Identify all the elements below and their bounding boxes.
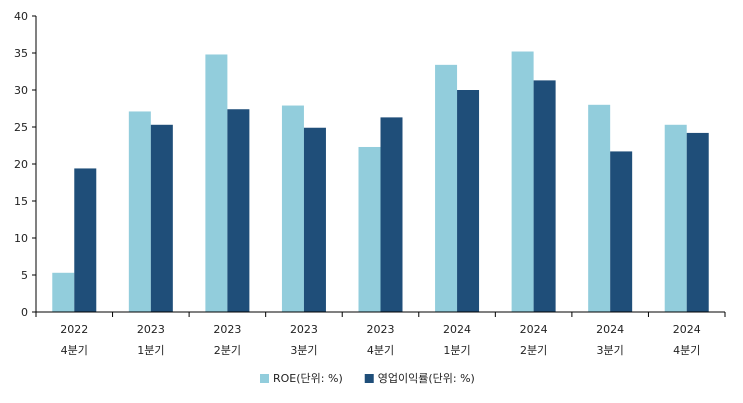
bar-roe-4 (358, 146, 381, 312)
y-tick-label: 35 (14, 47, 28, 60)
bar-roe-6 (511, 51, 534, 313)
x-tick-label-year: 2023 (367, 323, 395, 336)
bar-roe-3 (281, 105, 304, 312)
x-tick-label-quarter: 1분기 (443, 344, 470, 357)
x-tick-label-quarter: 4분기 (61, 344, 88, 357)
bar-operating-margin-7 (610, 151, 633, 312)
x-tick-label-year: 2024 (443, 323, 471, 336)
y-tick-label: 15 (14, 195, 28, 208)
bar-operating-margin-4 (380, 117, 403, 312)
y-axis: 0 5 10 15 20 25 30 35 40 (14, 10, 37, 319)
bar-roe-0 (52, 272, 75, 312)
x-tick-label-year: 2024 (673, 323, 701, 336)
y-tick-label: 25 (14, 121, 28, 134)
x-tick-label-quarter: 3분기 (597, 344, 624, 357)
y-tick-label: 40 (14, 10, 28, 23)
legend: ROE(단위: %) 영업이익률(단위: %) (260, 372, 475, 385)
x-tick-label-quarter: 1분기 (137, 344, 164, 357)
x-axis: 2022 4분기 2023 1분기 2023 2분기 2023 3분기 2023 4분기 2024 1… (35, 311, 726, 357)
x-tick-label-year: 2023 (137, 323, 165, 336)
x-tick-label-year: 2022 (60, 323, 88, 336)
bar-roe-5 (435, 64, 458, 312)
y-tick-label: 10 (14, 232, 28, 245)
legend-label-operating-margin: 영업이익률(단위: %) (378, 372, 475, 385)
x-tick-label-year: 2023 (213, 323, 241, 336)
bar-operating-margin-1 (150, 124, 173, 312)
y-tick-label: 5 (21, 269, 28, 282)
bar-operating-margin-6 (533, 80, 556, 312)
bars (52, 51, 709, 313)
x-tick-label-quarter: 2분기 (520, 344, 547, 357)
y-tick-label: 20 (14, 158, 28, 171)
bar-roe-2 (205, 54, 228, 312)
y-tick-label: 0 (21, 306, 28, 319)
x-tick-label-year: 2023 (290, 323, 318, 336)
legend-swatch-operating-margin (364, 374, 374, 383)
bar-operating-margin-0 (74, 168, 97, 312)
x-tick-label-quarter: 4분기 (673, 344, 700, 357)
bar-roe-8 (664, 124, 687, 312)
legend-label-roe: ROE(단위: %) (273, 372, 343, 385)
bar-roe-1 (128, 111, 151, 313)
x-tick-label-quarter: 2분기 (214, 344, 241, 357)
x-tick-label-quarter: 4분기 (367, 344, 394, 357)
x-tick-label-quarter: 3분기 (290, 344, 317, 357)
bar-operating-margin-3 (303, 127, 326, 313)
legend-swatch-roe (260, 374, 269, 383)
bar-roe-7 (588, 104, 611, 312)
y-tick-label: 30 (14, 84, 28, 97)
x-tick-label-year: 2024 (596, 323, 624, 336)
bar-operating-margin-5 (457, 90, 480, 312)
bar-operating-margin-8 (686, 132, 709, 312)
x-tick-label-year: 2024 (520, 323, 548, 336)
bar-operating-margin-2 (227, 109, 250, 313)
